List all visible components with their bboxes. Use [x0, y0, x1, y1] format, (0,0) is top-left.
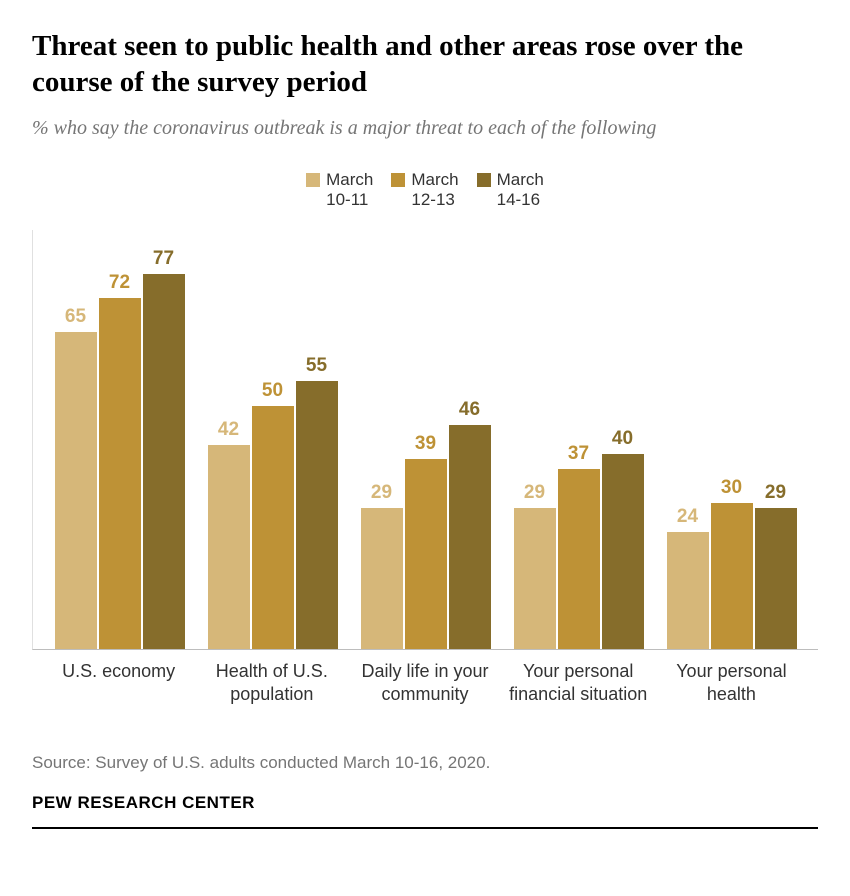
- bar-wrap: 50: [252, 380, 294, 650]
- legend-label: March 12-13: [411, 170, 458, 211]
- bar-wrap: 77: [143, 248, 185, 649]
- legend: March 10-11 March 12-13 March 14-16: [32, 170, 818, 211]
- x-axis-label: U.S. economy: [42, 660, 195, 705]
- chart-title: Threat seen to public health and other a…: [32, 28, 818, 101]
- bar-value-label: 72: [109, 272, 130, 294]
- bar: [208, 445, 250, 650]
- bar-value-label: 29: [524, 482, 545, 504]
- bar-wrap: 29: [755, 482, 797, 649]
- bar-group: 65 72 77: [43, 248, 196, 649]
- bar-wrap: 65: [55, 306, 97, 649]
- bar: [602, 454, 644, 649]
- bar-wrap: 24: [667, 506, 709, 649]
- bar: [361, 508, 403, 649]
- legend-line2: 14-16: [497, 190, 540, 209]
- legend-swatch: [306, 173, 320, 187]
- bar-value-label: 42: [218, 419, 239, 441]
- bar-group: 42 50 55: [196, 355, 349, 649]
- bar-value-label: 37: [568, 443, 589, 465]
- bar-value-label: 30: [721, 477, 742, 499]
- bar: [667, 532, 709, 649]
- legend-item: March 12-13: [391, 170, 458, 211]
- x-axis-label: Your personal health: [655, 660, 808, 705]
- bar-wrap: 40: [602, 428, 644, 649]
- bar-wrap: 30: [711, 477, 753, 649]
- bar: [99, 298, 141, 649]
- bar: [296, 381, 338, 649]
- bar-wrap: 29: [514, 482, 556, 649]
- x-axis-label: Daily life in your community: [348, 660, 501, 705]
- legend-line2: 10-11: [326, 190, 368, 209]
- bar-wrap: 55: [296, 355, 338, 649]
- bar: [143, 274, 185, 649]
- legend-label: March 10-11: [326, 170, 373, 211]
- bar-value-label: 40: [612, 428, 633, 450]
- bar-wrap: 46: [449, 399, 491, 649]
- bar: [558, 469, 600, 649]
- legend-item: March 10-11: [306, 170, 373, 211]
- chart-plot-area: 65 72 77 42 50 55 29 39 46 29 37 40 24 30 29: [32, 230, 818, 650]
- bar-wrap: 37: [558, 443, 600, 649]
- bar: [252, 406, 294, 650]
- legend-line1: March: [497, 170, 544, 189]
- bar-value-label: 46: [459, 399, 480, 421]
- bar-value-label: 39: [415, 433, 436, 455]
- bar-wrap: 72: [99, 272, 141, 649]
- bar: [405, 459, 447, 649]
- bar-wrap: 29: [361, 482, 403, 649]
- legend-swatch: [391, 173, 405, 187]
- bar-group: 29 39 46: [349, 399, 502, 649]
- x-axis-label: Your personal financial situation: [502, 660, 655, 705]
- legend-label: March 14-16: [497, 170, 544, 211]
- bar: [755, 508, 797, 649]
- bar-value-label: 77: [153, 248, 174, 270]
- bar: [449, 425, 491, 649]
- legend-line1: March: [326, 170, 373, 189]
- bar-wrap: 39: [405, 433, 447, 649]
- bar-wrap: 42: [208, 419, 250, 650]
- bar-value-label: 29: [765, 482, 786, 504]
- bar-group: 24 30 29: [655, 477, 808, 649]
- bar-value-label: 65: [65, 306, 86, 328]
- legend-swatch: [477, 173, 491, 187]
- bar-group: 29 37 40: [502, 428, 655, 649]
- bar-value-label: 24: [677, 506, 698, 528]
- bar-value-label: 50: [262, 380, 283, 402]
- chart-subtitle: % who say the coronavirus outbreak is a …: [32, 115, 818, 142]
- bar-value-label: 55: [306, 355, 327, 377]
- publisher-name: PEW RESEARCH CENTER: [32, 793, 818, 813]
- x-axis-label: Health of U.S. population: [195, 660, 348, 705]
- x-axis-labels: U.S. economyHealth of U.S. populationDai…: [32, 650, 818, 705]
- legend-item: March 14-16: [477, 170, 544, 211]
- legend-line1: March: [411, 170, 458, 189]
- chart-footer: Source: Survey of U.S. adults conducted …: [32, 753, 818, 829]
- legend-line2: 12-13: [411, 190, 454, 209]
- source-text: Source: Survey of U.S. adults conducted …: [32, 753, 818, 773]
- footer-rule: [32, 827, 818, 829]
- bar: [514, 508, 556, 649]
- bar: [711, 503, 753, 649]
- bar: [55, 332, 97, 649]
- bar-value-label: 29: [371, 482, 392, 504]
